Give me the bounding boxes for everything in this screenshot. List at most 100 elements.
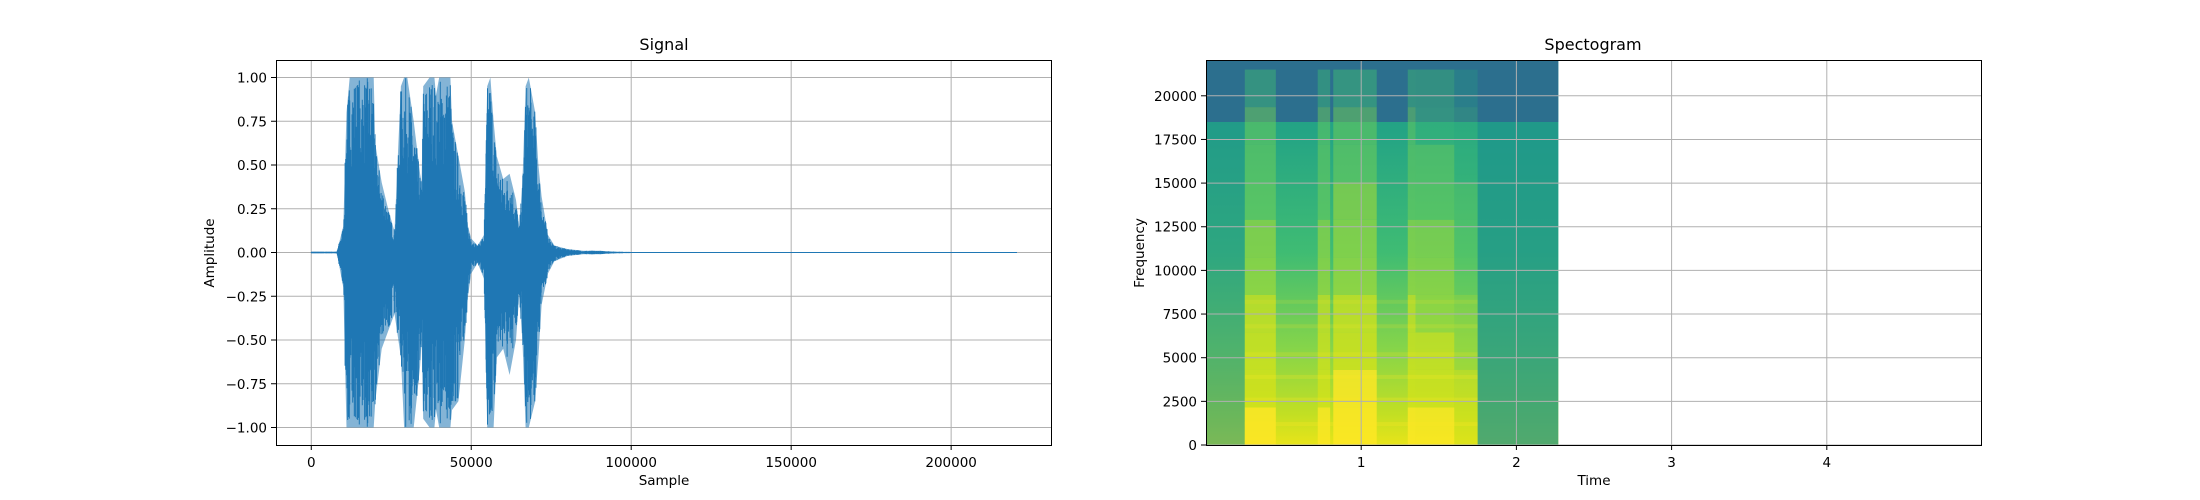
spectrogram-energy-band — [1454, 257, 1478, 295]
signal-x-tick-label: 50000 — [450, 455, 493, 471]
spectrogram-energy-band — [1317, 69, 1331, 108]
spectrogram-energy-band — [1415, 69, 1455, 108]
spectrogram-y-tick-label: 20000 — [1154, 89, 1197, 105]
spectrogram-y-tick-label: 0 — [1188, 438, 1197, 454]
spectrogram-energy-band — [1454, 369, 1478, 408]
signal-x-tick-label: 150000 — [765, 455, 817, 471]
spectrogram-energy-band — [1244, 219, 1276, 258]
spectrogram-energy-band — [1454, 407, 1478, 445]
spectrogram-energy-band — [1317, 407, 1331, 445]
spectrogram-energy-band — [1415, 107, 1455, 145]
spectrogram-x-label: Time — [1576, 473, 1610, 489]
spectrogram-energy-band — [1415, 144, 1455, 183]
spectrogram-energy-band — [1333, 182, 1377, 220]
spectrogram-chart: Spectogram 1 2 3 4 0 2500 5000 7500 10000 12500 1… — [1132, 35, 1982, 489]
signal-y-tick-label: 0.75 — [237, 114, 267, 130]
spectrogram-grid — [1206, 60, 1982, 446]
spectrogram-energy-band — [1317, 107, 1331, 145]
spectrogram-y-ticks: 0 2500 5000 7500 10000 12500 15000 17500 20000 — [1154, 89, 1206, 454]
spectrogram-y-tick-label: 5000 — [1163, 351, 1197, 367]
signal-y-tick-label: 0.25 — [237, 202, 267, 218]
spectrogram-energy-band — [1333, 407, 1377, 445]
signal-x-tick-label: 100000 — [605, 455, 657, 471]
spectrogram-energy-band — [1454, 219, 1478, 258]
spectrogram-energy-band — [1317, 257, 1331, 295]
signal-x-tick-label: 200000 — [925, 455, 977, 471]
spectrogram-x-tick-label: 1 — [1357, 455, 1366, 471]
spectrogram-energy-band — [1244, 69, 1276, 108]
spectrogram-energy-band — [1407, 107, 1416, 145]
spectrogram-energy-band — [1415, 407, 1455, 445]
spectrogram-energy-band — [1415, 182, 1455, 220]
spectrogram-energy-band — [1454, 332, 1478, 370]
spectrogram-energy-band — [1454, 69, 1478, 108]
spectrogram-y-tick-label: 7500 — [1163, 307, 1197, 323]
signal-y-tick-label: −0.25 — [226, 289, 267, 305]
spectrogram-energy-band — [1317, 332, 1331, 370]
spectrogram-quiet-start — [1207, 121, 1245, 445]
spectrogram-y-tick-label: 17500 — [1154, 132, 1197, 148]
signal-y-ticks: 1.00 0.75 0.50 0.25 0.00 −0.25 −0.50 −0.75 −1.00 — [226, 71, 276, 437]
signal-y-tick-label: −0.75 — [226, 377, 267, 393]
spectrogram-energy-band — [1454, 182, 1478, 220]
spectrogram-energy-band — [1407, 407, 1416, 445]
spectrogram-energy-band — [1317, 369, 1331, 408]
spectrogram-energy-band — [1415, 219, 1455, 258]
spectrogram-title: Spectogram — [1544, 35, 1641, 54]
spectrogram-energy-band — [1415, 257, 1455, 295]
signal-chart: Signal 0 50000 100000 150000 200000 1.00 0.75… — [202, 35, 1052, 489]
spectrogram-y-tick-label: 2500 — [1163, 394, 1197, 410]
spectrogram-x-ticks: 1 2 3 4 — [1357, 445, 1831, 471]
spectrogram-energy-band — [1317, 219, 1331, 258]
spectrogram-energy-band — [1244, 144, 1276, 183]
spectrogram-energy-band — [1244, 407, 1276, 445]
signal-y-tick-label: −1.00 — [226, 421, 267, 437]
spectrogram-energy-band — [1407, 182, 1416, 220]
spectrogram-energy-band — [1333, 107, 1377, 145]
spectrogram-energy-band — [1454, 107, 1478, 145]
spectrogram-x-tick-label: 2 — [1512, 455, 1521, 471]
signal-axes-frame — [276, 60, 1052, 446]
spectrogram-x-tick-label: 3 — [1667, 455, 1676, 471]
signal-y-tick-label: −0.50 — [226, 333, 267, 349]
signal-plot-area — [310, 77, 1017, 428]
spectrogram-energy-band — [1415, 332, 1455, 370]
spectrogram-energy-band — [1317, 144, 1331, 183]
spectrogram-energy-band — [1407, 369, 1416, 408]
spectrogram-energy-band — [1407, 69, 1416, 108]
signal-y-tick-label: 0.00 — [237, 246, 267, 262]
signal-y-tick-label: 0.50 — [237, 158, 267, 174]
signal-waveform-line — [310, 78, 1017, 427]
spectrogram-energy-band — [1333, 332, 1377, 370]
spectrogram-energy-band — [1407, 219, 1416, 258]
spectrogram-y-tick-label: 12500 — [1154, 220, 1197, 236]
spectrogram-energy-band — [1407, 144, 1416, 183]
spectrogram-energy-band — [1407, 257, 1416, 295]
spectrogram-energy-band — [1333, 144, 1377, 183]
spectrogram-energy-band — [1317, 182, 1331, 220]
spectrogram-energy-band — [1407, 332, 1416, 370]
signal-x-label: Sample — [639, 473, 690, 489]
spectrogram-x-tick-label: 4 — [1823, 455, 1832, 471]
spectrogram-energy-band — [1244, 332, 1276, 370]
spectrogram-y-tick-label: 15000 — [1154, 176, 1197, 192]
signal-title: Signal — [639, 35, 688, 54]
spectrogram-energy-band — [1244, 182, 1276, 220]
spectrogram-y-tick-label: 10000 — [1154, 263, 1197, 279]
spectrogram-energy-band — [1454, 144, 1478, 183]
signal-y-label: Amplitude — [202, 218, 218, 287]
spectrogram-energy-band — [1333, 257, 1377, 295]
spectrogram-quiet-end — [1477, 121, 1559, 445]
spectrogram-energy-band — [1333, 219, 1377, 258]
spectrogram-axes-frame — [1206, 60, 1982, 446]
signal-x-ticks: 0 50000 100000 150000 200000 — [307, 445, 977, 471]
spectrogram-y-label: Frequency — [1132, 218, 1148, 288]
spectrogram-energy-band — [1244, 257, 1276, 295]
spectrogram-image — [1207, 60, 1559, 445]
signal-y-tick-label: 1.00 — [237, 71, 267, 87]
spectrogram-energy-band — [1244, 107, 1276, 145]
signal-x-tick-label: 0 — [307, 455, 316, 471]
spectrogram-energy-band — [1333, 69, 1377, 108]
